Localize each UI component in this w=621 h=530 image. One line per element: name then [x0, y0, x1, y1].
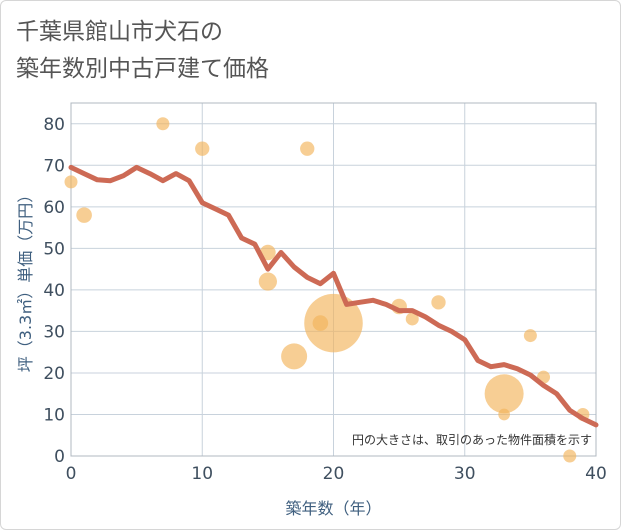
scatter-point: [304, 293, 363, 353]
x-tick-label: 10: [191, 464, 213, 484]
scatter-point: [258, 272, 277, 291]
bubbles: [64, 117, 590, 463]
scatter-point: [281, 343, 308, 370]
x-tick-label: 0: [66, 464, 77, 484]
chart-title: 千葉県館山市犬石の 築年数別中古戸建て価格: [16, 14, 269, 88]
scatter-point: [300, 141, 315, 156]
y-tick-label: 30: [43, 322, 65, 342]
y-tick-label: 70: [43, 156, 65, 176]
y-tick-label: 10: [43, 405, 65, 425]
scatter-point: [431, 295, 446, 310]
scatter-point: [523, 329, 537, 343]
scatter-point: [563, 449, 577, 463]
y-tick-label: 40: [43, 281, 65, 301]
y-tick-label: 60: [43, 198, 65, 218]
scatter-point: [484, 374, 524, 414]
x-tick-label: 30: [454, 464, 476, 484]
chart-title-line-1: 千葉県館山市犬石の: [16, 19, 223, 45]
scatter-point: [498, 408, 510, 421]
trend-line: [68, 164, 599, 428]
scatter-point: [156, 117, 170, 131]
tick-labels: 0 10 20 30 40 0 10 20 30 40 50 60 70 80: [43, 115, 606, 484]
chart-title-line-2: 築年数別中古戸建て価格: [16, 56, 269, 82]
x-axis-label: 築年数（年）: [285, 499, 381, 518]
y-tick-label: 0: [54, 447, 65, 467]
scatter-point: [405, 312, 419, 326]
scatter-point: [195, 141, 210, 156]
x-tick-label: 40: [585, 464, 607, 484]
y-tick-label: 20: [43, 364, 65, 384]
plot-border: [70, 102, 597, 457]
x-tick-label: 20: [323, 464, 345, 484]
y-tick-label: 80: [43, 115, 65, 135]
scatter-point: [64, 175, 78, 189]
size-note: 円の大きさは、取引のあった物件面積を示す: [352, 432, 592, 447]
y-axis-label: 坪（3.3㎡）単価（万円）: [16, 187, 35, 372]
scatter-point: [76, 207, 92, 223]
y-tick-label: 50: [43, 239, 65, 259]
